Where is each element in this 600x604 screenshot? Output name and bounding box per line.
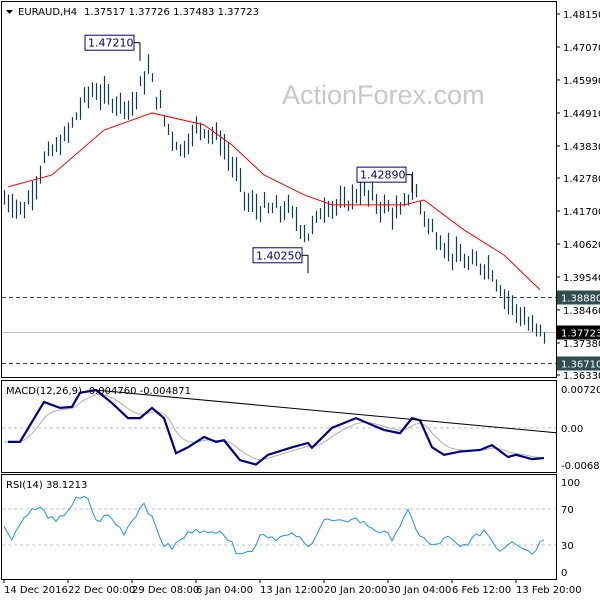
macd-trendline: [95, 389, 557, 434]
time-tick-label: 20 Jan 20:00: [324, 585, 387, 596]
macd-plot: [2, 388, 557, 466]
annotation-box: [356, 166, 407, 183]
price-level-label: 1.38880: [561, 294, 600, 305]
time-tick-label: 6 Feb 12:00: [452, 585, 511, 596]
time-tick-label: 22 Dec 00:00: [68, 585, 135, 596]
price-level-tag: [557, 290, 600, 305]
macd-tick-label: 0.007201: [561, 385, 600, 396]
rsi-line: [3, 495, 545, 555]
time-tick-label: 13 Jan 12:00: [260, 585, 323, 596]
time-tick-label: 13 Feb 20:00: [516, 585, 582, 596]
macd-title: MACD(12,26,9) -0.004760 -0.004871: [6, 386, 191, 397]
macd-line: [8, 388, 545, 466]
price-tick-label: 1.48150: [563, 10, 600, 21]
time-tick-label: 14 Dec 2016: [4, 585, 68, 596]
rsi-tick-label: 100: [561, 478, 580, 489]
price-tick-label: 1.38460: [563, 306, 600, 317]
ohlc-values: 1.37517 1.37726 1.37483 1.37723: [84, 7, 259, 18]
price-level-label: 1.36710: [561, 360, 600, 371]
price-tick-label: 1.42780: [563, 174, 600, 185]
annotation-box: [252, 247, 303, 264]
price-tick-label: 1.44910: [563, 109, 600, 120]
price-panel[interactable]: [1, 1, 557, 378]
time-tick-label: 6 Jan 04:00: [196, 585, 253, 596]
time-tick-label: 29 Dec 08:00: [132, 585, 199, 596]
price-tick-label: 1.39540: [563, 273, 600, 284]
price-tick-label: 1.37380: [563, 339, 600, 350]
price-tick-label: 1.47070: [563, 43, 600, 54]
rsi-tick-label: 0: [561, 568, 567, 579]
watermark: ActionForex.com: [282, 80, 485, 110]
annotation-label: 1.42890: [360, 169, 406, 182]
price-tick-label: 1.45990: [563, 76, 600, 87]
macd-signal-line: [4, 393, 545, 461]
macd-panel[interactable]: [1, 380, 557, 473]
price-level-label: 1.37723: [561, 329, 600, 340]
price-tick-label: 1.41700: [563, 207, 600, 218]
annotation-label: 1.47210: [88, 37, 134, 50]
price-level-tag: [557, 356, 600, 371]
price-level-tag: [557, 325, 600, 340]
symbol-label: EURAUD,H4: [18, 7, 77, 18]
rsi-tick-label: 30: [561, 541, 574, 552]
price-tick-label: 1.43830: [563, 142, 600, 153]
price-tick-label: 1.40620: [563, 240, 600, 251]
macd-tick-label: 0.00: [561, 424, 583, 435]
price-tick-label: 1.36330: [563, 371, 600, 382]
rsi-title: RSI(14) 38.1213: [6, 480, 87, 491]
axes: 1.38880 1.36710 1.37723 1.48150 1.47070 1.459…: [3, 10, 600, 596]
rsi-plot: [2, 495, 556, 555]
price-plot: 1.47210 1.40250 1.42890: [2, 34, 556, 364]
collapse-triangle-icon[interactable]: [6, 10, 13, 14]
rsi-panel[interactable]: [1, 474, 557, 580]
macd-tick-label: -0.006888: [561, 461, 600, 472]
time-tick-label: 30 Jan 04:00: [388, 585, 451, 596]
rsi-tick-label: 70: [561, 505, 574, 516]
annotation-label: 1.40250: [256, 249, 302, 262]
annotation-box: [84, 34, 135, 51]
moving-average-line: [7, 112, 541, 291]
